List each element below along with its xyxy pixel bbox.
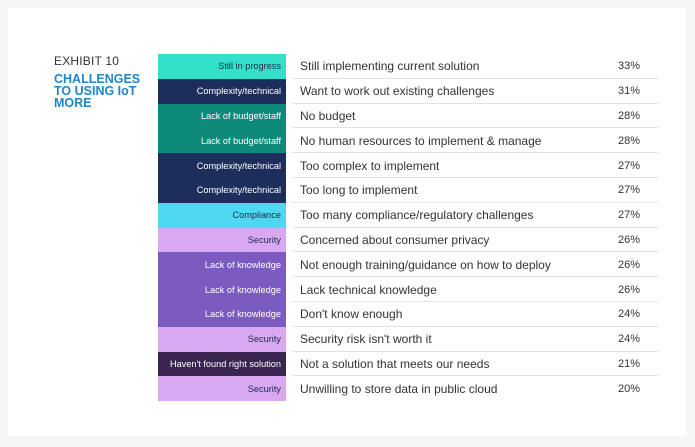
- percent-value: 21%: [617, 357, 640, 370]
- challenge-label: No human resources to implement & manage: [300, 133, 542, 148]
- category-tag: Lack of knowledge: [158, 277, 286, 302]
- percent-value: 26%: [617, 258, 640, 271]
- challenge-label: Security risk isn't worth it: [300, 332, 432, 347]
- exhibit-label: EXHIBIT 10: [54, 54, 120, 68]
- category-tag: Lack of knowledge: [158, 252, 286, 278]
- category-tag: Security: [158, 376, 286, 402]
- percent-value: 26%: [617, 283, 640, 296]
- challenge-label: Not enough training/guidance on how to d…: [300, 257, 551, 272]
- percent-value: 27%: [617, 209, 640, 222]
- challenge-label: Not a solution that meets our needs: [300, 356, 490, 371]
- percent-value: 24%: [617, 308, 640, 321]
- category-tag: Complexity/technical: [158, 177, 286, 203]
- table-row: Lack of knowledge Don't know enough 24%: [158, 301, 658, 327]
- table-row: Haven't found right solution Not a soluti…: [158, 351, 658, 377]
- table-row: Complexity/technical Too long to implemen…: [158, 177, 658, 203]
- challenge-label: Too many compliance/regulatory challenge…: [300, 208, 534, 223]
- challenge-label: Too long to implement: [300, 183, 418, 198]
- percent-value: 24%: [617, 333, 640, 346]
- percent-value: 27%: [617, 159, 640, 172]
- category-tag: Security: [158, 227, 286, 253]
- category-tag: Lack of budget/staff: [158, 128, 286, 154]
- table-row: Lack of knowledge Not enough training/gui…: [158, 252, 658, 278]
- category-tag: Haven't found right solution: [158, 351, 286, 377]
- percent-value: 28%: [617, 109, 640, 122]
- table-row: Still in progress Still implementing curr…: [158, 54, 658, 79]
- challenges-table: Still in progress Still implementing curr…: [158, 54, 658, 402]
- chart-heading: CHALLENGES TO USING IoT MORE: [54, 72, 141, 110]
- percent-value: 28%: [617, 134, 640, 147]
- exhibit-card: EXHIBIT 10 CHALLENGES TO USING IoT MORE …: [8, 8, 686, 436]
- challenge-label: Too complex to implement: [300, 158, 440, 173]
- challenge-label: Still implementing current solution: [300, 59, 480, 74]
- percent-value: 33%: [617, 60, 640, 73]
- category-tag: Still in progress: [158, 54, 286, 79]
- category-tag: Security: [158, 326, 286, 352]
- challenge-label: Want to work out existing challenges: [300, 84, 495, 99]
- table-row: Lack of budget/staff No budget 28%: [158, 103, 658, 129]
- percent-value: 26%: [617, 233, 640, 246]
- table-row: Compliance Too many compliance/regulatory…: [158, 202, 658, 228]
- category-tag: Complexity/technical: [158, 153, 286, 178]
- table-row: Security Concerned about consumer privacy…: [158, 227, 658, 253]
- challenge-label: Don't know enough: [300, 307, 403, 322]
- challenge-label: Lack technical knowledge: [300, 282, 437, 297]
- table-row: Lack of budget/staff No human resources t…: [158, 128, 658, 154]
- percent-value: 31%: [617, 85, 640, 98]
- percent-value: 27%: [617, 184, 640, 197]
- table-row: Lack of knowledge Lack technical knowledg…: [158, 277, 658, 302]
- percent-value: 20%: [617, 382, 640, 395]
- table-row: Complexity/technical Too complex to imple…: [158, 153, 658, 178]
- table-row: Complexity/technical Want to work out exi…: [158, 78, 658, 104]
- category-tag: Lack of knowledge: [158, 301, 286, 327]
- table-row: Security Unwilling to store data in publi…: [158, 376, 658, 402]
- category-tag: Compliance: [158, 202, 286, 228]
- category-tag: Complexity/technical: [158, 78, 286, 104]
- challenge-label: Unwilling to store data in public cloud: [300, 381, 498, 396]
- challenge-label: Concerned about consumer privacy: [300, 232, 490, 247]
- challenge-label: No budget: [300, 108, 356, 123]
- category-tag: Lack of budget/staff: [158, 103, 286, 129]
- table-row: Security Security risk isn't worth it 24%: [158, 326, 658, 352]
